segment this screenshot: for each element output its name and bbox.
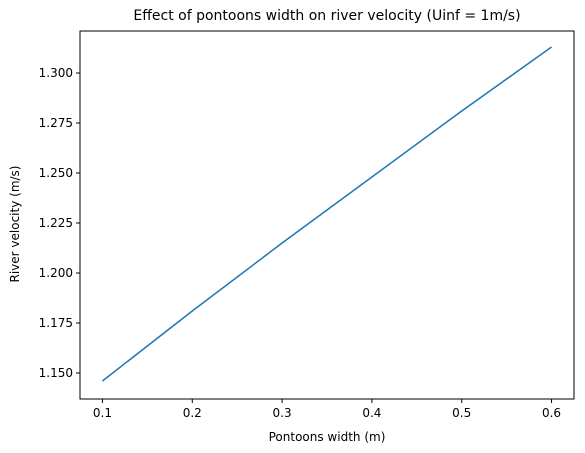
x-axis-ticks: 0.1 0.2 0.3 0.4 0.5 0.6 bbox=[93, 399, 561, 420]
plot-area bbox=[101, 46, 552, 382]
y-tick-label: 1.175 bbox=[39, 316, 73, 330]
y-axis-label: River velocity (m/s) bbox=[8, 166, 22, 283]
x-tick-label: 0.5 bbox=[452, 406, 471, 420]
x-tick-label: 0.4 bbox=[362, 406, 381, 420]
y-tick-label: 1.300 bbox=[39, 66, 73, 80]
axes-frame bbox=[79, 30, 575, 400]
y-tick-label: 1.225 bbox=[39, 216, 73, 230]
y-tick-label: 1.150 bbox=[39, 366, 73, 380]
series-line bbox=[101, 46, 552, 382]
x-tick-label: 0.1 bbox=[93, 406, 112, 420]
chart-title: Effect of pontoons width on river veloci… bbox=[133, 8, 520, 24]
y-axis-ticks: 1.150 1.175 1.200 1.225 1.250 1.275 1.300 bbox=[39, 66, 80, 380]
x-axis-label: Pontoons width (m) bbox=[269, 430, 386, 444]
x-tick-label: 0.2 bbox=[183, 406, 202, 420]
x-tick-label: 0.3 bbox=[273, 406, 292, 420]
y-tick-label: 1.275 bbox=[39, 116, 73, 130]
x-tick-label: 0.6 bbox=[542, 406, 561, 420]
y-tick-label: 1.250 bbox=[39, 166, 73, 180]
y-tick-label: 1.200 bbox=[39, 266, 73, 280]
